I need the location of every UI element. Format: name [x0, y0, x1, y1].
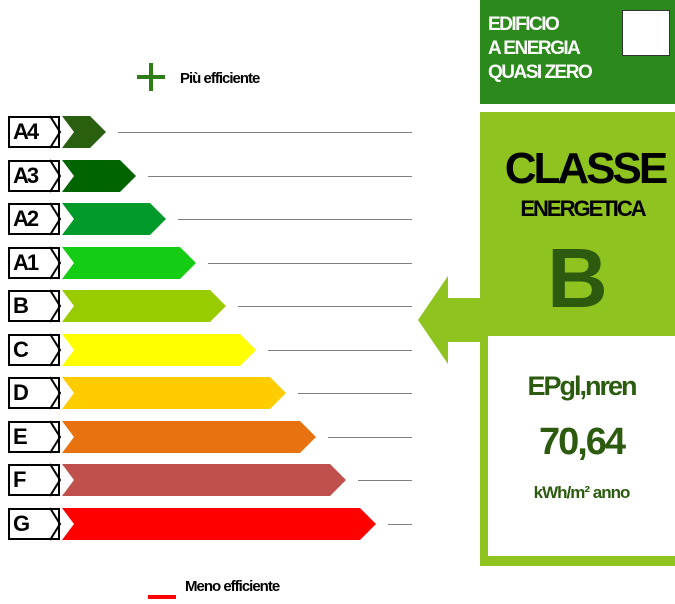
- class-box-e: E: [8, 420, 62, 454]
- energy-class-panel: CLASSE ENERGETICA B EPgl,nren 70,64 kWh/…: [480, 112, 675, 566]
- nzeb-checkbox[interactable]: [622, 10, 670, 56]
- class-guide-line: [388, 524, 412, 525]
- class-bar-f: [62, 464, 346, 496]
- class-guide-line: [208, 263, 412, 264]
- class-label: A4: [13, 119, 39, 144]
- class-label: A3: [13, 163, 39, 188]
- class-label: C: [13, 337, 29, 362]
- class-guide-line: [298, 393, 412, 394]
- class-bar-a4: [62, 116, 106, 148]
- class-guide-line: [178, 219, 412, 220]
- class-guide-line: [328, 437, 412, 438]
- performance-box: EPgl,nren 70,64 kWh/m² anno: [488, 336, 675, 556]
- nzeb-box: EDIFICIO A ENERGIA QUASI ZERO: [480, 0, 675, 104]
- class-label: F: [13, 467, 27, 492]
- class-title: CLASSE: [504, 144, 668, 193]
- class-label: G: [13, 511, 30, 536]
- class-box-a4: A4: [8, 115, 62, 149]
- minus-icon: [148, 586, 176, 599]
- class-label: A1: [13, 250, 39, 275]
- performance-indicator: EPgl,nren: [527, 371, 637, 401]
- less-efficient-label: Meno efficiente: [185, 578, 280, 595]
- plus-icon: [137, 63, 165, 91]
- energy-class-value: B: [547, 231, 608, 325]
- nzeb-line3: QUASI ZERO: [488, 62, 593, 83]
- class-box-g: G: [8, 507, 62, 541]
- class-guide-line: [148, 176, 412, 177]
- class-box-c: C: [8, 333, 62, 367]
- class-label: B: [13, 293, 29, 318]
- class-box-f: F: [8, 463, 62, 497]
- more-efficient-label: Più efficiente: [180, 70, 260, 87]
- class-box-d: D: [8, 376, 62, 410]
- class-box-b: B: [8, 289, 62, 323]
- class-bar-c: [62, 334, 256, 366]
- class-bar-e: [62, 421, 316, 453]
- nzeb-line2: A ENERGIA: [488, 38, 581, 59]
- class-bar-b: [62, 290, 226, 322]
- class-guide-line: [118, 132, 412, 133]
- class-bar-a1: [62, 247, 196, 279]
- class-bar-g: [62, 508, 376, 540]
- class-bar-a3: [62, 160, 136, 192]
- class-guide-line: [358, 480, 412, 481]
- class-label: A2: [13, 206, 39, 231]
- performance-value: 70,64: [538, 421, 626, 463]
- performance-unit: kWh/m² anno: [533, 483, 631, 502]
- class-guide-line: [268, 350, 412, 351]
- class-box-a3: A3: [8, 159, 62, 193]
- class-label: D: [13, 380, 29, 405]
- nzeb-line1: EDIFICIO: [488, 14, 560, 35]
- class-subtitle: ENERGETICA: [520, 196, 646, 221]
- class-pointer-arrow: [418, 276, 488, 364]
- class-box-a1: A1: [8, 246, 62, 280]
- class-bar-d: [62, 377, 286, 409]
- class-bar-a2: [62, 203, 166, 235]
- class-label: E: [13, 424, 28, 449]
- class-box-a2: A2: [8, 202, 62, 236]
- class-guide-line: [238, 306, 412, 307]
